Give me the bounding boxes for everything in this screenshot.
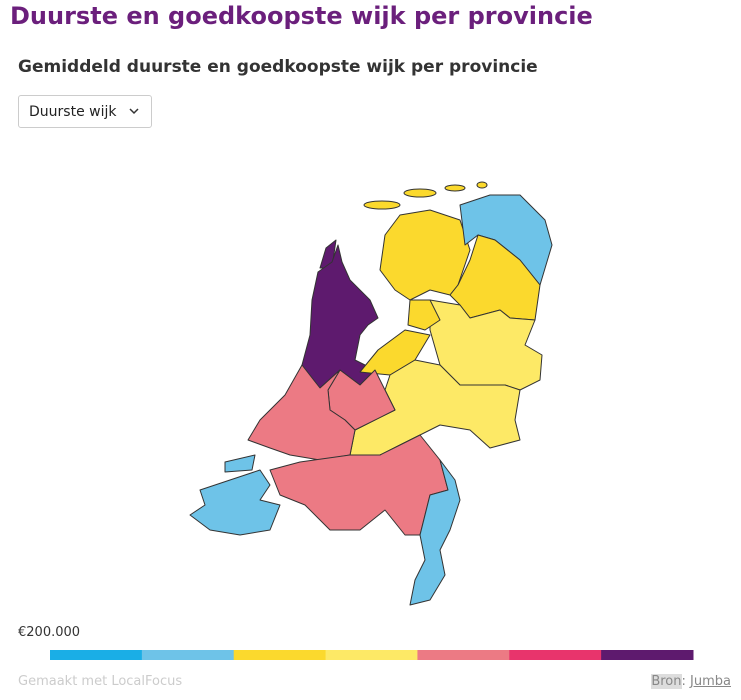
province[interactable]: [407, 299, 441, 331]
separator: :: [681, 674, 686, 689]
legend-label: €200.000: [18, 625, 81, 640]
chevron: [129, 108, 139, 115]
island: [363, 200, 401, 210]
provinces: [189, 181, 553, 606]
island: [444, 184, 466, 192]
legend-swatch: [417, 650, 510, 660]
legend-swatch: [50, 650, 143, 660]
credit: Gemaakt met LocalFocus: [18, 674, 183, 689]
source-label: Bron: [651, 674, 682, 689]
subtitle: Gemiddeld duurste en goedkoopste wijk pe…: [18, 57, 538, 77]
island: [476, 181, 488, 189]
legend-swatch: [509, 650, 602, 660]
province[interactable]: [224, 454, 256, 473]
source: Bron: Jumba: [651, 674, 731, 689]
legend-swatch: [233, 650, 327, 660]
island: [403, 188, 437, 198]
title: Duurste en goedkoopste wijk per provinci…: [10, 2, 593, 30]
province[interactable]: [409, 459, 461, 606]
legend-bar: [50, 650, 694, 660]
dropdown[interactable]: Duurste wijk: [18, 95, 152, 128]
dropdown-label: Duurste wijk: [29, 104, 117, 120]
legend-swatch: [141, 650, 235, 660]
source-link[interactable]: Jumba: [690, 674, 731, 689]
legend-swatch: [325, 650, 418, 660]
legend-swatch: [601, 650, 694, 660]
province[interactable]: [189, 469, 281, 536]
